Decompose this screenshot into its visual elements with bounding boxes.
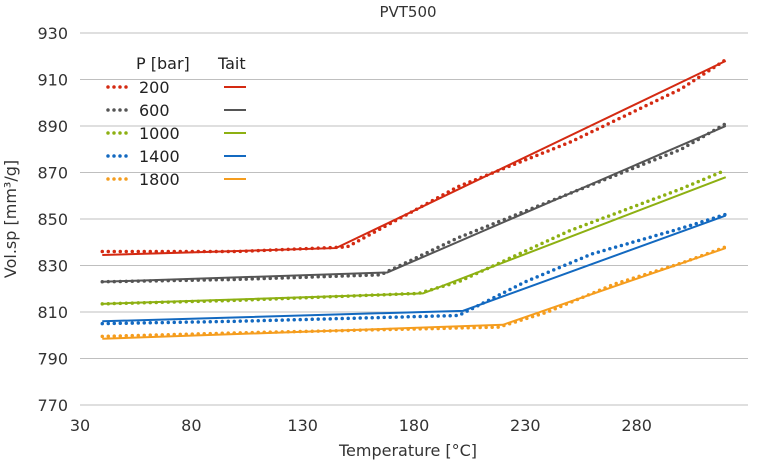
measured-line-1000	[100, 168, 728, 306]
x-tick-label: 80	[181, 416, 201, 435]
y-tick-label: 850	[37, 210, 68, 229]
measured-line-1800	[100, 245, 728, 339]
chart-title: PVT500	[379, 3, 436, 21]
legend-series-label: 1400	[139, 147, 180, 166]
y-tick-label: 810	[37, 303, 68, 322]
y-tick-label: 930	[37, 24, 68, 43]
legend-series-label: 1800	[139, 170, 180, 189]
x-tick-label: 180	[399, 416, 430, 435]
tait-line-200	[102, 59, 727, 257]
series-layer	[100, 57, 728, 340]
measured-line-1400	[100, 212, 728, 326]
measured-line-200	[100, 57, 728, 254]
y-tick-label: 870	[37, 164, 68, 183]
y-tick-label: 890	[37, 117, 68, 136]
measured-line-600	[100, 121, 728, 284]
legend-series-label: 600	[139, 101, 170, 120]
x-tick-label: 130	[287, 416, 318, 435]
legend-header-model: Tait	[217, 54, 246, 73]
y-axis-label: Vol.sp [mm³/g]	[1, 160, 20, 278]
grid-lines	[80, 32, 748, 406]
x-tick-labels: 30 80 130 180 230 280	[70, 416, 652, 435]
x-tick-label: 30	[70, 416, 90, 435]
x-tick-label: 230	[510, 416, 541, 435]
x-axis-label: Temperature [°C]	[338, 441, 477, 460]
tait-line-1000	[102, 176, 727, 305]
y-tick-labels: 770 790 810 830 850 870 890 910 930	[37, 24, 68, 415]
y-tick-label: 790	[37, 350, 68, 369]
tait-line-1400	[102, 214, 727, 323]
legend-series-label: 1000	[139, 124, 180, 143]
y-tick-label: 830	[37, 257, 68, 276]
legend: P [bar] Tait 200 600 1000 1400 1800	[106, 54, 246, 189]
tait-line-600	[102, 125, 727, 283]
x-tick-label: 280	[621, 416, 652, 435]
y-tick-label: 910	[37, 71, 68, 90]
legend-header-measured: P [bar]	[136, 54, 190, 73]
y-tick-label: 770	[37, 396, 68, 415]
legend-series-label: 200	[139, 78, 170, 97]
